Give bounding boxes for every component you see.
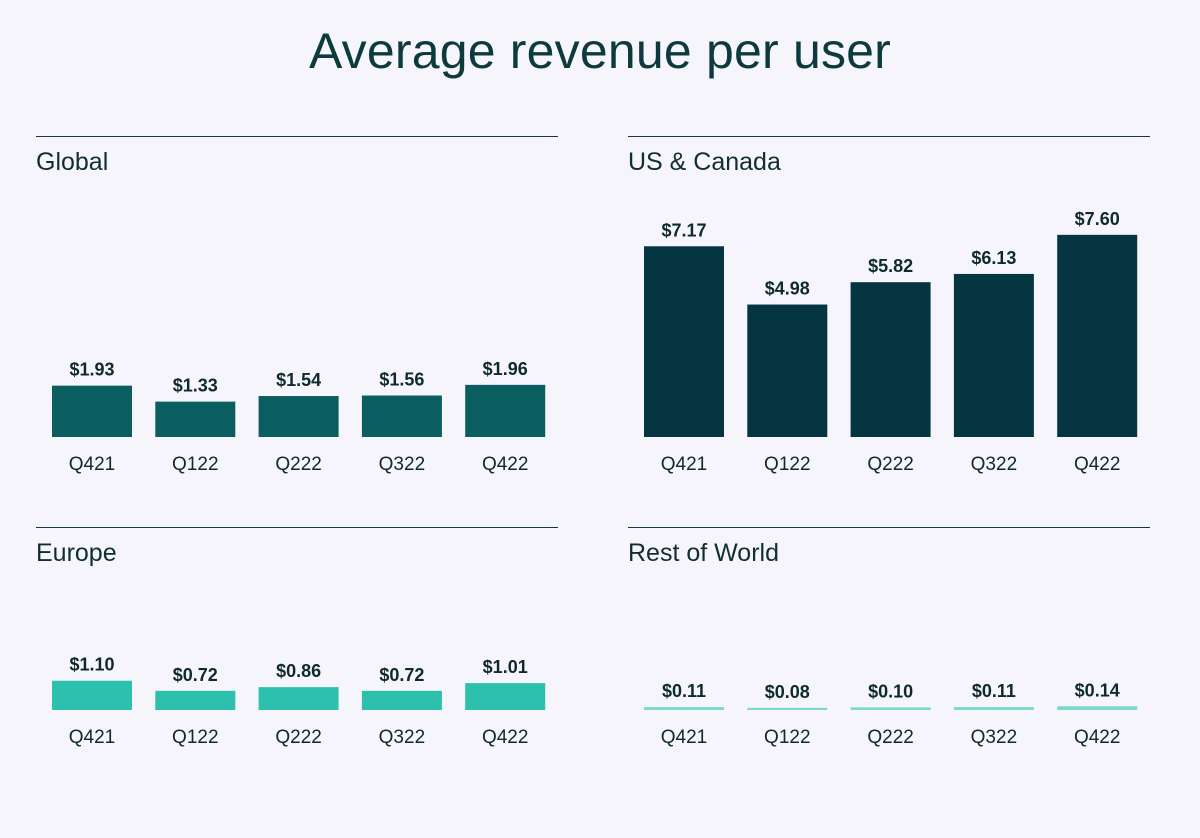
- europe-chart: $1.10 Q421 $0.72 Q122 $0.86 Q222 $0.72 Q322 $1.0…: [52, 655, 546, 748]
- panel-title: Rest of World: [628, 539, 779, 567]
- data-label: $1.01: [483, 657, 528, 677]
- data-label: $1.54: [276, 370, 321, 390]
- panel-divider: [628, 527, 1150, 528]
- panel-title: Europe: [36, 539, 117, 567]
- bar-q421: [52, 385, 132, 437]
- data-label: $0.14: [1075, 680, 1120, 700]
- bar-q122: [155, 690, 236, 710]
- data-label: $0.11: [662, 681, 706, 701]
- data-label: $4.98: [765, 279, 810, 299]
- bar-q421: [644, 707, 724, 710]
- data-label: $7.17: [661, 220, 706, 240]
- panel-title: Global: [36, 148, 109, 176]
- data-label: $1.93: [69, 360, 114, 380]
- category-label: Q222: [867, 727, 913, 748]
- category-label: Q422: [1074, 454, 1120, 475]
- category-label: Q421: [69, 727, 115, 748]
- category-label: Q421: [661, 454, 707, 475]
- bar-q422: [465, 384, 546, 437]
- panel-europe: Europe $1.10 Q421 $0.72 Q122 $0.86 Q222 $0.72 Q…: [36, 527, 558, 757]
- bar-q422: [1057, 234, 1138, 437]
- panel-us-canada: US & Canada $7.17 Q421 $4.98 Q122 $5.82 Q222 $…: [628, 136, 1150, 481]
- bar-q222: [850, 282, 931, 437]
- bar-q421: [644, 246, 724, 437]
- category-label: Q422: [482, 727, 528, 748]
- data-label: $0.86: [276, 661, 321, 681]
- rest-of-world-chart: $0.11 Q421 $0.08 Q122 $0.10 Q222 $0.11 Q322 $0.1…: [644, 680, 1138, 748]
- data-label: $1.33: [173, 376, 218, 396]
- panel-global: Global $1.93 Q421 $1.33 Q122 $1.54 Q222 $1.56 Q…: [36, 136, 558, 481]
- category-label: Q421: [69, 454, 115, 475]
- bar-q122: [747, 707, 828, 710]
- data-label: $1.10: [69, 655, 114, 675]
- bar-q222: [850, 707, 931, 710]
- category-label: Q122: [764, 727, 810, 748]
- bar-q322: [361, 690, 442, 710]
- data-label: $0.08: [765, 682, 810, 702]
- category-label: Q322: [971, 454, 1017, 475]
- data-label: $0.72: [173, 665, 218, 685]
- data-label: $7.60: [1075, 209, 1120, 229]
- data-label: $0.72: [379, 665, 424, 685]
- category-label: Q422: [1074, 727, 1120, 748]
- data-label: $0.11: [972, 681, 1016, 701]
- panel-rest-of-world: Rest of World $0.11 Q421 $0.08 Q122 $0.10 Q22…: [628, 527, 1150, 757]
- global-chart: $1.93 Q421 $1.33 Q122 $1.54 Q222 $1.56 Q322 $1.9…: [52, 359, 546, 475]
- panel-divider: [36, 527, 558, 528]
- panel-divider: [628, 136, 1150, 137]
- bar-q322: [361, 395, 442, 437]
- bar-q122: [155, 401, 236, 437]
- category-label: Q122: [764, 454, 810, 475]
- panel-title: US & Canada: [628, 148, 781, 176]
- category-label: Q322: [971, 727, 1017, 748]
- bar-q222: [258, 396, 339, 437]
- data-label: $0.10: [868, 681, 913, 701]
- bar-q122: [747, 304, 828, 437]
- category-label: Q222: [275, 454, 321, 475]
- bar-q322: [953, 707, 1034, 710]
- bar-q422: [1057, 706, 1138, 710]
- bar-q422: [465, 683, 546, 710]
- page-title: Average revenue per user: [308, 23, 892, 79]
- category-label: Q322: [379, 727, 425, 748]
- category-label: Q322: [379, 454, 425, 475]
- bar-q322: [953, 273, 1034, 437]
- panel-divider: [36, 136, 558, 137]
- bar-q421: [52, 680, 132, 710]
- category-label: Q122: [172, 454, 218, 475]
- category-label: Q122: [172, 727, 218, 748]
- category-label: Q222: [275, 727, 321, 748]
- data-label: $1.56: [379, 370, 424, 390]
- data-label: $1.96: [483, 359, 528, 379]
- category-label: Q421: [661, 727, 707, 748]
- category-label: Q222: [867, 454, 913, 475]
- data-label: $6.13: [971, 248, 1016, 268]
- us-canada-chart: $7.17 Q421 $4.98 Q122 $5.82 Q222 $6.13 Q322 $7.6…: [644, 209, 1138, 475]
- category-label: Q422: [482, 454, 528, 475]
- data-label: $5.82: [868, 256, 913, 276]
- bar-q222: [258, 687, 339, 710]
